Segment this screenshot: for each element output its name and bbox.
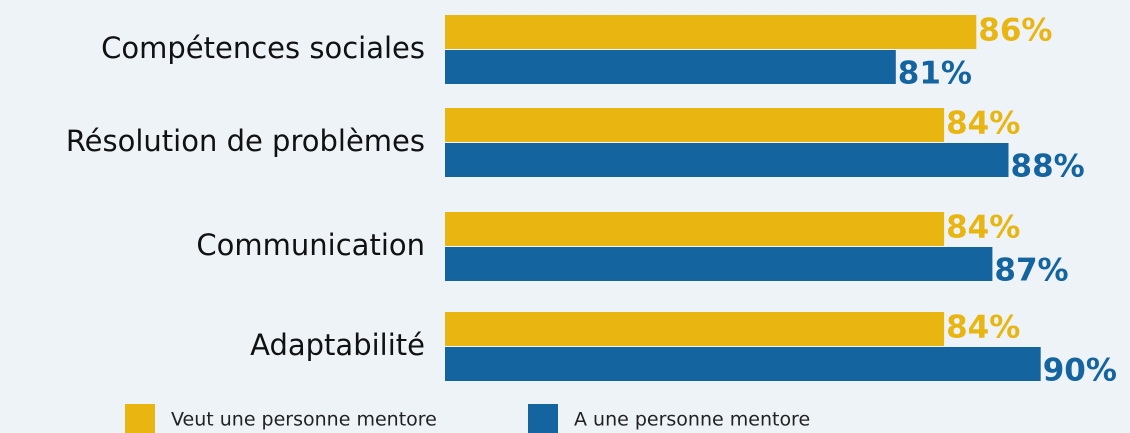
bar	[445, 312, 945, 346]
bar	[445, 108, 945, 142]
category-label: Adaptabilité	[250, 328, 425, 362]
category-label: Résolution de problèmes	[66, 124, 425, 158]
bar	[445, 50, 896, 84]
value-label: 90%	[1043, 353, 1117, 389]
value-label: 87%	[994, 253, 1068, 289]
category-label: Compétences sociales	[101, 31, 425, 65]
category-label: Communication	[196, 228, 425, 262]
legend-swatch	[528, 404, 558, 433]
value-label: 84%	[946, 210, 1020, 246]
legend-swatch	[125, 404, 155, 433]
bar	[445, 15, 977, 49]
value-label: 86%	[978, 13, 1052, 49]
value-label: 84%	[946, 310, 1020, 346]
bar	[445, 347, 1041, 381]
legend-label: Veut une personne mentore	[171, 409, 437, 431]
value-label: 88%	[1011, 149, 1085, 185]
legend-label: A une personne mentore	[574, 409, 810, 431]
value-label: 81%	[898, 56, 972, 92]
bar	[445, 143, 1009, 177]
bar	[445, 247, 993, 281]
bar	[445, 212, 945, 246]
value-label: 84%	[946, 106, 1020, 142]
